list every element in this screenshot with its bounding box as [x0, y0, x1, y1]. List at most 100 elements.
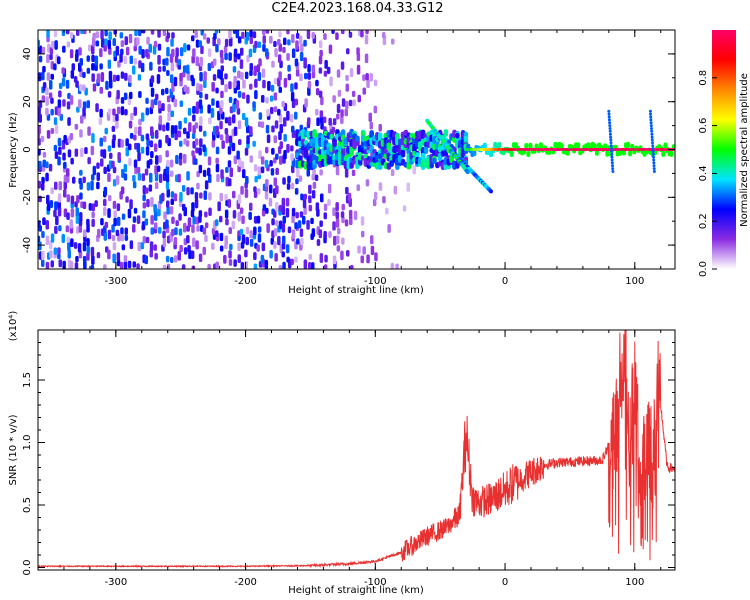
heatmap-cell — [95, 31, 99, 39]
heatmap-cell — [652, 161, 656, 165]
heatmap-cell — [170, 191, 175, 198]
heatmap-cell — [195, 101, 200, 110]
heatmap-cell — [278, 114, 283, 123]
heatmap-cell — [103, 186, 108, 196]
heatmap-cell — [300, 193, 304, 201]
snr-panel: -300 -200 -100 0 100 0.0 0.5 1.0 1.5 Height of … — [8, 311, 676, 596]
heatmap-cell — [294, 222, 298, 230]
heatmap-cell — [141, 49, 145, 59]
heatmap-cell — [161, 103, 165, 112]
heatmap-cell — [174, 255, 178, 263]
heatmap-cell — [245, 31, 250, 41]
heatmap-cell — [38, 235, 41, 243]
heatmap-cell — [140, 146, 145, 154]
heatmap-cell — [275, 201, 279, 212]
heatmap-cell — [179, 244, 183, 253]
heatmap-cell — [649, 115, 653, 119]
heatmap-cell — [232, 102, 236, 113]
heatmap-cell — [79, 212, 83, 222]
heatmap-cell — [125, 196, 129, 203]
heatmap-cell — [628, 150, 633, 157]
heatmap-cell — [340, 211, 345, 219]
colorbar: 0.0 0.2 0.4 0.6 0.8 Normalized spectral ampl… — [698, 30, 750, 277]
heatmap-cell — [219, 134, 224, 141]
heatmap-cell — [86, 218, 90, 226]
heatmap-cell — [150, 87, 155, 98]
heatmap-cell — [335, 202, 339, 212]
heatmap-cell — [378, 132, 383, 141]
heatmap-cell — [75, 207, 79, 217]
heatmap-cell — [318, 90, 323, 98]
heatmap-cell — [190, 187, 194, 195]
heatmap-cell — [190, 74, 194, 82]
heatmap-cell — [340, 129, 346, 137]
heatmap-cell — [57, 56, 61, 65]
heatmap-cell — [224, 209, 229, 219]
heatmap-cell — [108, 70, 113, 81]
heatmap-cell — [41, 250, 45, 261]
heatmap-cell — [227, 199, 231, 208]
heatmap-cell — [232, 190, 236, 199]
heatmap-cell — [291, 229, 296, 240]
heatmap-cell — [127, 260, 132, 269]
heatmap-cell — [183, 247, 188, 255]
heatmap-cell — [362, 87, 366, 95]
heatmap-cell — [220, 90, 224, 99]
heatmap-cell — [53, 117, 58, 126]
heatmap-cell — [290, 182, 295, 190]
heatmap-cell — [94, 55, 99, 66]
heatmap-cell — [90, 145, 95, 156]
heatmap-cell — [140, 112, 145, 122]
heatmap-cell — [128, 33, 133, 44]
heatmap-cell — [265, 179, 269, 187]
heatmap-cell — [69, 219, 73, 229]
heatmap-cell — [83, 260, 87, 269]
heatmap-cell — [365, 179, 370, 187]
heatmap-cell — [208, 192, 212, 201]
heatmap-cell — [285, 244, 290, 254]
heatmap-cell — [233, 259, 237, 267]
heatmap-cell — [228, 227, 232, 235]
heatmap-cell — [219, 232, 224, 242]
heatmap-cell — [165, 57, 169, 66]
heatmap-cell — [178, 152, 183, 160]
heatmap-cell — [369, 130, 374, 137]
heatmap-cell — [186, 86, 190, 94]
heatmap-cell — [362, 74, 366, 81]
heatmap-cell — [318, 55, 323, 65]
heatmap-cell — [153, 244, 157, 251]
heatmap-cell — [86, 100, 90, 109]
heatmap-cell — [149, 158, 153, 165]
heatmap-cell — [50, 260, 54, 268]
heatmap-cell — [308, 204, 313, 212]
heatmap-cell — [300, 237, 304, 246]
heatmap-cell — [332, 141, 337, 147]
heatmap-cell — [130, 112, 134, 121]
heatmap-cell — [70, 238, 74, 248]
heatmap-cell — [182, 71, 186, 78]
heatmap-cell — [252, 101, 256, 108]
heatmap-cell — [249, 62, 253, 72]
heatmap-cell — [166, 46, 170, 57]
heatmap-cell — [290, 113, 294, 123]
heatmap-cell — [348, 31, 353, 38]
heatmap-cell — [269, 250, 273, 259]
heatmap-cell — [57, 156, 61, 166]
heatmap-cell — [69, 261, 74, 269]
heatmap-cell — [316, 117, 320, 127]
heatmap-cell — [592, 143, 597, 150]
heatmap-cell — [242, 169, 246, 179]
heatmap-cell — [257, 233, 262, 243]
heatmap-cell — [264, 190, 269, 200]
heatmap-cell — [167, 103, 171, 113]
heatmap-cell — [360, 216, 365, 226]
heatmap-cell — [117, 138, 122, 148]
heatmap-cell — [53, 30, 58, 38]
heatmap-cell — [304, 72, 308, 80]
heatmap-cell — [192, 237, 196, 248]
heatmap-cell — [109, 78, 113, 89]
heatmap-cell — [115, 175, 120, 185]
heatmap-cell — [291, 34, 295, 44]
heatmap-cell — [406, 162, 411, 170]
heatmap-cell — [200, 45, 204, 55]
